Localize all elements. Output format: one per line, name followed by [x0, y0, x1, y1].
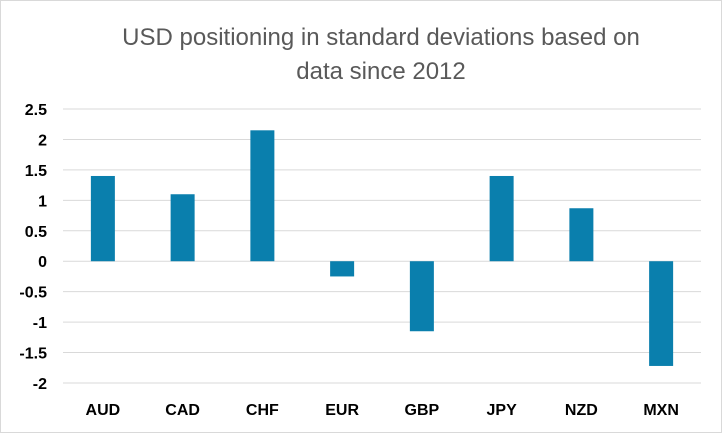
x-tick-label: CAD [165, 402, 200, 419]
y-axis: 2.5 2 1.5 1 0.5 0 -0.5 -1 -1.5 -2 [19, 102, 47, 393]
bar-eur [330, 261, 355, 277]
x-tick-label: GBP [405, 402, 440, 419]
y-tick-label: -1 [33, 315, 47, 332]
chart-title: USD positioning in standard deviations b… [61, 21, 701, 89]
y-tick-label: 0.5 [25, 224, 47, 241]
x-tick-label: JPY [487, 402, 518, 419]
bars [90, 130, 674, 366]
x-tick-label: AUD [86, 402, 121, 419]
x-tick-label: NZD [565, 402, 598, 419]
chart-title-line-1: USD positioning in standard deviations b… [122, 24, 640, 51]
y-tick-label: -2 [33, 376, 47, 393]
x-axis: AUD CAD CHF EUR GBP JPY NZD MXN [86, 402, 679, 419]
x-tick-label: EUR [325, 402, 359, 419]
bar-aud [90, 175, 115, 262]
x-tick-label: MXN [643, 402, 679, 419]
bar-mxn [649, 261, 674, 366]
chart-title-line-2: data since 2012 [296, 58, 466, 85]
y-tick-label: -0.5 [19, 285, 47, 302]
y-tick-label: 0 [38, 254, 47, 271]
y-tick-label: -1.5 [19, 346, 47, 363]
bar-gbp [409, 261, 434, 332]
y-tick-label: 1 [38, 193, 47, 210]
y-tick-label: 2 [38, 132, 47, 149]
x-tick-label: CHF [246, 402, 279, 419]
bar-cad [170, 194, 195, 262]
bar-nzd [569, 208, 594, 262]
bar-jpy [489, 175, 514, 262]
y-tick-label: 2.5 [25, 102, 47, 119]
y-tick-label: 1.5 [25, 163, 47, 180]
gridlines [63, 108, 701, 384]
bar-chf [250, 130, 275, 262]
